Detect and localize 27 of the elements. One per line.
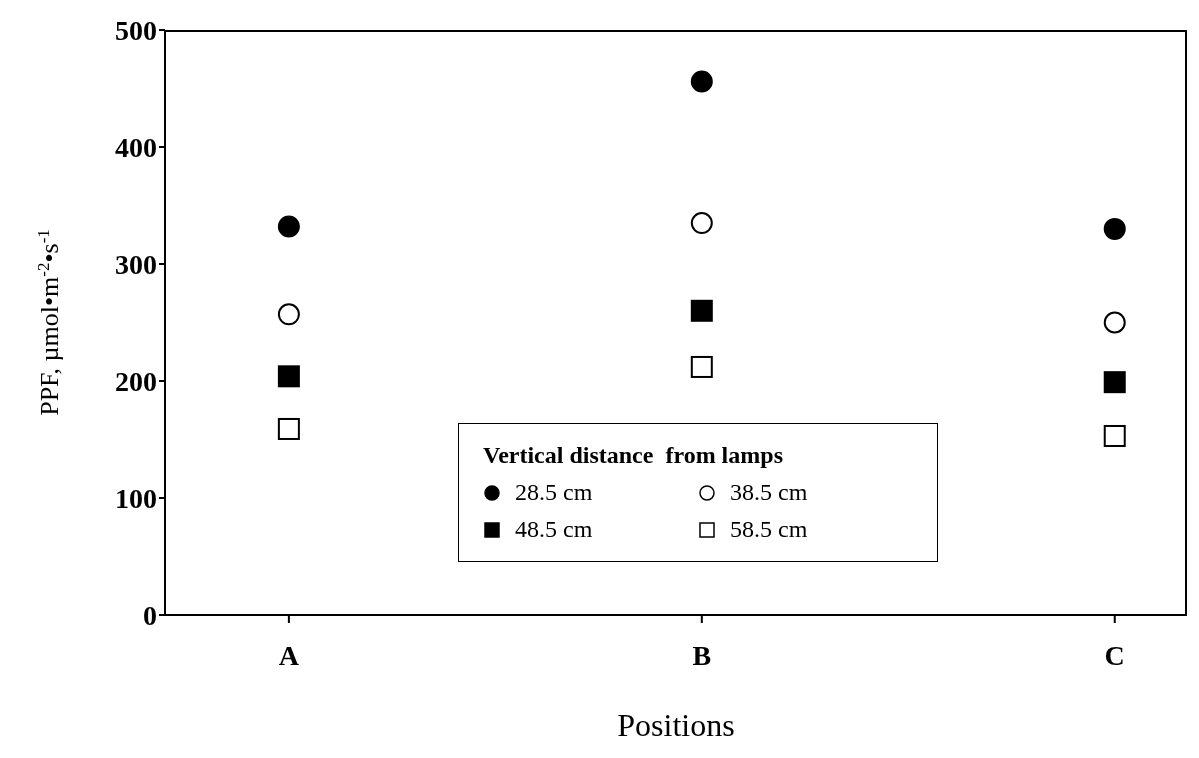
point (690, 70, 713, 93)
point (277, 417, 300, 440)
y-tick-label: 0 (143, 599, 157, 631)
point (690, 355, 713, 378)
x-tick-label: A (278, 639, 300, 671)
point (1103, 311, 1126, 334)
y-tick-label: 300 (115, 248, 157, 280)
legend-title: Vertical distance from lamps (483, 442, 784, 469)
y-tick-label: 100 (115, 482, 157, 514)
legend-label: 38.5 cm (730, 479, 808, 506)
point (277, 303, 300, 326)
point (690, 212, 713, 235)
point (1103, 217, 1126, 240)
y-tick-label: 200 (115, 365, 157, 397)
point (690, 299, 713, 322)
point (277, 365, 300, 388)
point (1103, 424, 1126, 447)
point (277, 215, 300, 238)
legend-label: 58.5 cm (730, 516, 808, 543)
x-tick-label: C (1104, 639, 1125, 671)
x-tick-label: B (692, 639, 712, 671)
legend-label: 28.5 cm (515, 479, 593, 506)
point (1103, 371, 1126, 394)
y-tick-label: 500 (115, 14, 157, 46)
x-axis-title: Positions (617, 707, 735, 743)
y-tick-label: 400 (115, 131, 157, 163)
legend-label: 48.5 cm (515, 516, 593, 543)
